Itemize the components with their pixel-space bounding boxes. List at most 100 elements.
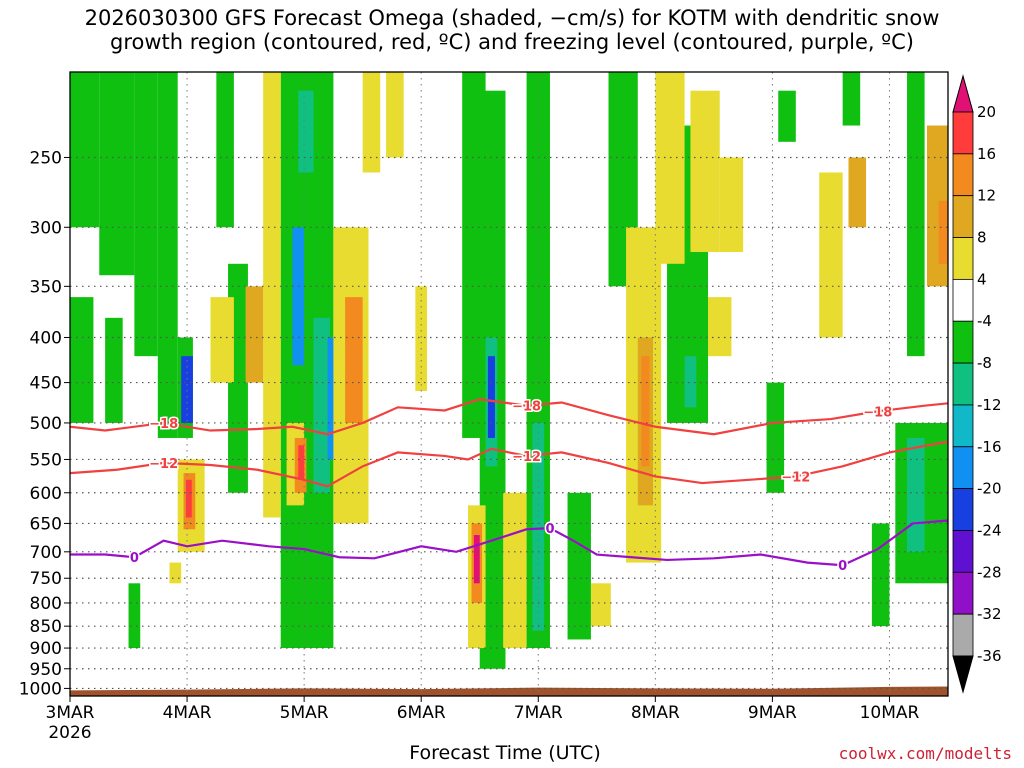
y-tick-label: 900	[30, 639, 62, 659]
colorbar-swatch	[952, 488, 974, 531]
omega-cell	[245, 286, 264, 383]
colorbar-label: 12	[977, 187, 996, 205]
colorbar-swatch	[952, 571, 974, 615]
omega-cell	[778, 90, 796, 142]
omega-cell	[641, 356, 650, 467]
x-tick-label: 4MAR	[163, 703, 212, 723]
colorbar-swatch	[952, 446, 974, 490]
x-tick-label: 10MAR	[860, 703, 920, 723]
colorbar-top-arrow	[952, 74, 974, 113]
colorbar-label: 16	[977, 145, 996, 163]
colorbar-label: -28	[977, 563, 1002, 581]
colorbar-label: -12	[977, 396, 1002, 414]
colorbar-label: 4	[977, 270, 987, 288]
x-tick-label: 6MAR	[397, 703, 446, 723]
y-tick-label: 500	[30, 414, 62, 434]
omega-cell	[216, 72, 234, 228]
y-tick-label: 750	[30, 569, 62, 589]
y-tick-label: 800	[30, 594, 62, 614]
y-tick-label: 600	[30, 484, 62, 504]
omega-cell	[938, 200, 948, 264]
omega-cell	[70, 72, 100, 228]
axes: 2026 250 300 350 400 450 500 550 600 650 700 750 80…	[19, 71, 949, 743]
omega-cell	[415, 286, 428, 392]
omega-cell	[907, 72, 925, 357]
omega-cell	[386, 72, 404, 158]
colorbar-label: -20	[977, 480, 1002, 498]
omega-cell	[263, 72, 281, 518]
contour-label: 0	[130, 551, 139, 566]
x-tick-label: 3MAR	[46, 703, 95, 723]
y-tick-label: 700	[30, 543, 62, 563]
contour-label: −12	[781, 470, 810, 485]
contour-line-0	[70, 519, 949, 567]
omega-cell	[210, 297, 234, 383]
colorbar-label: -32	[977, 605, 1002, 623]
x-axis-title: Forecast Time (UTC)	[409, 742, 601, 764]
contour-line-minus12	[69, 440, 949, 488]
contour-label: −18	[149, 417, 178, 432]
omega-cell	[105, 317, 123, 423]
omega-cell	[684, 356, 697, 408]
x-tick-label: 8MAR	[631, 703, 680, 723]
plot-frame	[69, 71, 949, 697]
omega-cell	[169, 562, 182, 584]
chart-title: 2026030300 GFS Forecast Omega (shaded, −…	[84, 6, 940, 54]
y-tick-label: 300	[30, 218, 62, 238]
omega-cell	[708, 297, 732, 357]
omega-cell	[842, 72, 861, 126]
colorbar-label: 8	[977, 229, 987, 247]
omega-cell	[766, 382, 785, 493]
omega-cell	[128, 583, 141, 649]
contour-label: −18	[863, 405, 892, 420]
year-label: 2026	[48, 723, 91, 743]
contour-line-minus18	[69, 398, 949, 436]
colorbar-swatch	[952, 153, 974, 197]
omega-cell	[848, 157, 867, 228]
omega-cell	[157, 72, 178, 438]
y-tick-label: 550	[30, 450, 62, 470]
colorbar-swatch	[952, 530, 974, 573]
terrain-fill	[70, 686, 948, 696]
omega-cell	[487, 356, 495, 438]
colorbar-bottom-arrow	[952, 655, 974, 694]
omega-cell	[871, 523, 890, 627]
y-tick-label: 950	[30, 660, 62, 680]
plot-area: −18 −18 −18 −12 −12 −12 0 0 0	[69, 72, 949, 696]
x-tick-label: 5MAR	[280, 703, 329, 723]
omega-cell	[503, 492, 527, 649]
contour-label: 0	[545, 522, 554, 537]
colorbar-swatch	[952, 404, 974, 448]
x-tick-label: 9MAR	[748, 703, 797, 723]
colorbar-swatch	[952, 111, 974, 155]
omega-cell	[298, 90, 314, 173]
y-tick-label: 450	[30, 374, 62, 394]
colorbar-label: 20	[977, 103, 996, 121]
omega-cell	[473, 535, 480, 584]
colorbar-label: -24	[977, 521, 1002, 539]
y-tick-label: 1000	[19, 679, 62, 699]
credit-link[interactable]: coolwx.com/modelts	[838, 744, 1012, 763]
omega-cell	[655, 72, 685, 264]
y-tick-label: 350	[30, 277, 62, 297]
omega-cell	[690, 90, 720, 253]
omega-cell	[345, 297, 363, 423]
omega-cell	[70, 297, 94, 423]
contour-label: −12	[512, 450, 541, 465]
colorbar-label: -8	[977, 354, 992, 372]
colorbar-label: -4	[977, 312, 992, 330]
omega-cell	[181, 356, 193, 423]
colorbar: 20 16 12 8 4 -4 -8 -12 -16 -20 -24 -28 -32 -36	[952, 74, 1002, 694]
omega-cell	[907, 437, 925, 552]
omega-cell	[719, 157, 744, 253]
omega-cell	[532, 422, 545, 631]
omega-cell	[298, 445, 305, 480]
contour-label: 0	[838, 559, 847, 574]
omega-cell	[567, 492, 591, 640]
colorbar-swatch	[952, 362, 974, 406]
omega-cell	[134, 72, 158, 357]
y-tick-label: 250	[30, 148, 62, 168]
contour-label: −18	[512, 400, 541, 415]
omega-cell	[99, 72, 135, 276]
